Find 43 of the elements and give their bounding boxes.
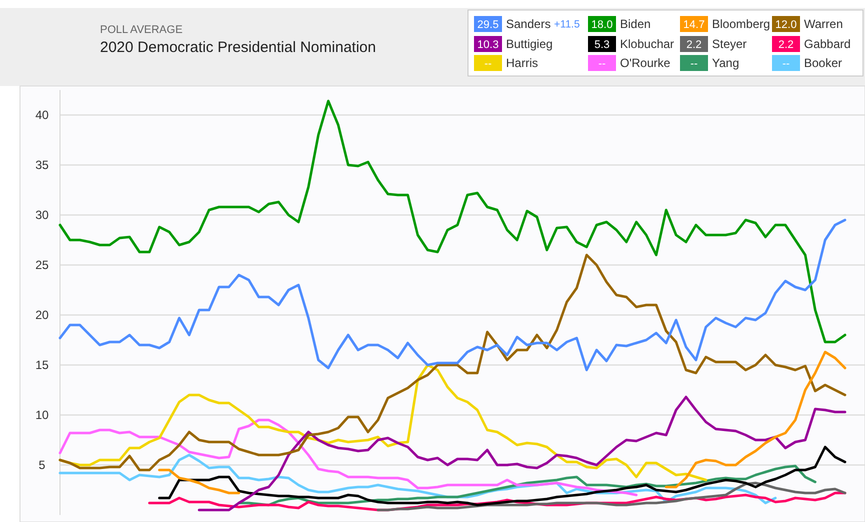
legend-label: Warren <box>804 17 843 32</box>
text: 18.0 <box>591 18 613 31</box>
legend-label: Harris <box>506 56 538 70</box>
legend-label: Gabbard <box>804 37 851 52</box>
text: -- <box>484 58 492 70</box>
text: 29.5 <box>477 18 499 31</box>
line-series <box>58 254 846 472</box>
text: -- <box>598 58 606 70</box>
text: 12.0 <box>775 18 797 31</box>
legend-label: Sanders <box>506 17 551 32</box>
y-tick-label: 20 <box>35 308 49 322</box>
legend-label: Klobuchar <box>620 37 674 52</box>
line-series <box>376 482 846 512</box>
text: -- <box>690 58 698 70</box>
text: 14.7 <box>683 18 705 31</box>
line-series <box>238 464 816 506</box>
legend-label: Buttigieg <box>506 37 553 52</box>
text: 5.3 <box>594 38 610 51</box>
chart-title: 2020 Democratic Presidential Nomination <box>100 39 376 56</box>
legend-label: Steyer <box>712 37 747 52</box>
y-tick-label: 30 <box>35 208 49 222</box>
y-tick-label: 15 <box>35 358 49 372</box>
line-series <box>58 418 638 496</box>
legend-label: Biden <box>620 17 651 32</box>
text: 2.2 <box>778 38 794 51</box>
line-series <box>58 100 846 344</box>
text: 10.3 <box>477 38 499 51</box>
line-series <box>198 396 846 512</box>
line-series <box>58 218 846 372</box>
y-tick-label: 25 <box>35 258 49 272</box>
legend-label: Yang <box>712 56 740 70</box>
legend-label: Booker <box>804 56 842 70</box>
chart-subtitle: POLL AVERAGE <box>100 24 183 36</box>
legend-label: Bloomberg <box>712 17 770 32</box>
y-tick-label: 35 <box>35 158 49 172</box>
text: 2.2 <box>686 38 702 51</box>
y-tick-label: 40 <box>35 108 49 122</box>
text: +11.5 <box>554 18 580 31</box>
y-tick-label: 5 <box>38 458 46 472</box>
y-tick-label: 10 <box>35 408 49 422</box>
line-series <box>158 446 846 506</box>
legend-label: O'Rourke <box>620 56 671 70</box>
text: -- <box>782 58 790 70</box>
